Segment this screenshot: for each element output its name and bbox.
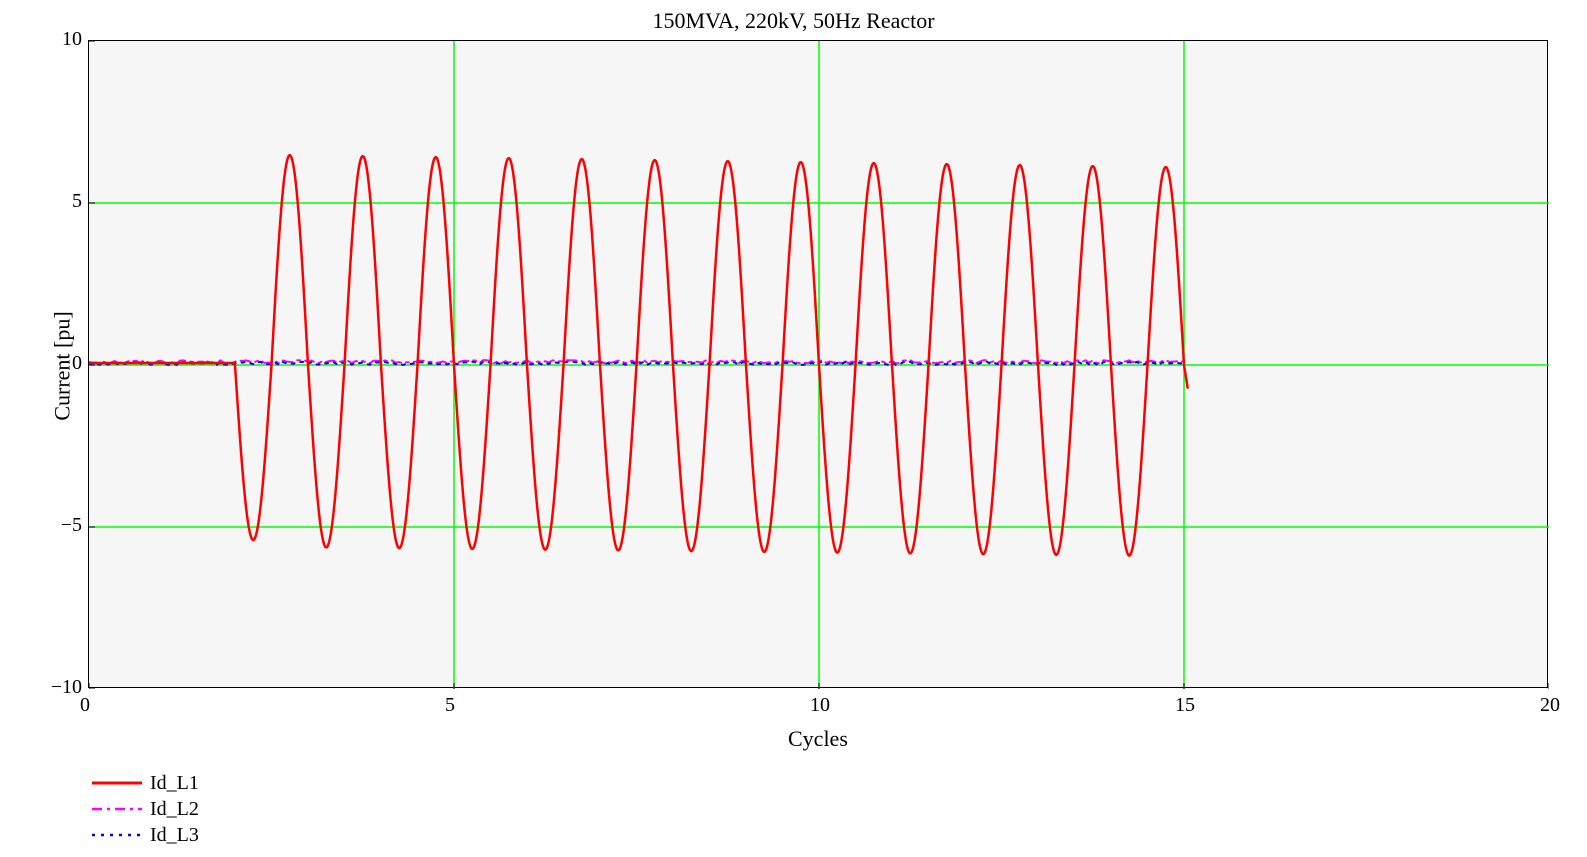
ytick-label: −5 <box>44 514 82 537</box>
legend-label: Id_L2 <box>150 798 199 821</box>
ytick-label: 5 <box>44 190 82 213</box>
legend-item-Id_L1: Id_L1 <box>90 770 199 796</box>
x-axis-label: Cycles <box>788 726 848 752</box>
legend-item-Id_L2: Id_L2 <box>90 796 199 822</box>
series-Id_L1 <box>89 155 1188 555</box>
xtick-label: 10 <box>810 694 830 717</box>
ytick-label: 10 <box>44 28 82 51</box>
chart-container: 150MVA, 220kV, 50Hz Reactor Current [pu]… <box>0 0 1587 857</box>
ytick-label: −10 <box>44 676 82 699</box>
legend-item-Id_L3: Id_L3 <box>90 822 199 848</box>
legend-swatch <box>90 825 144 845</box>
xtick-label: 20 <box>1540 694 1560 717</box>
legend-label: Id_L1 <box>150 772 199 795</box>
ytick-label: 0 <box>44 352 82 375</box>
xtick-label: 15 <box>1175 694 1195 717</box>
legend-label: Id_L3 <box>150 824 199 847</box>
legend-swatch <box>90 799 144 819</box>
series-group <box>89 155 1188 555</box>
xtick-label: 5 <box>445 694 455 717</box>
legend-swatch <box>90 773 144 793</box>
legend: Id_L1 Id_L2 Id_L3 <box>90 770 199 848</box>
plot-area <box>88 40 1548 688</box>
chart-title: 150MVA, 220kV, 50Hz Reactor <box>652 8 934 34</box>
